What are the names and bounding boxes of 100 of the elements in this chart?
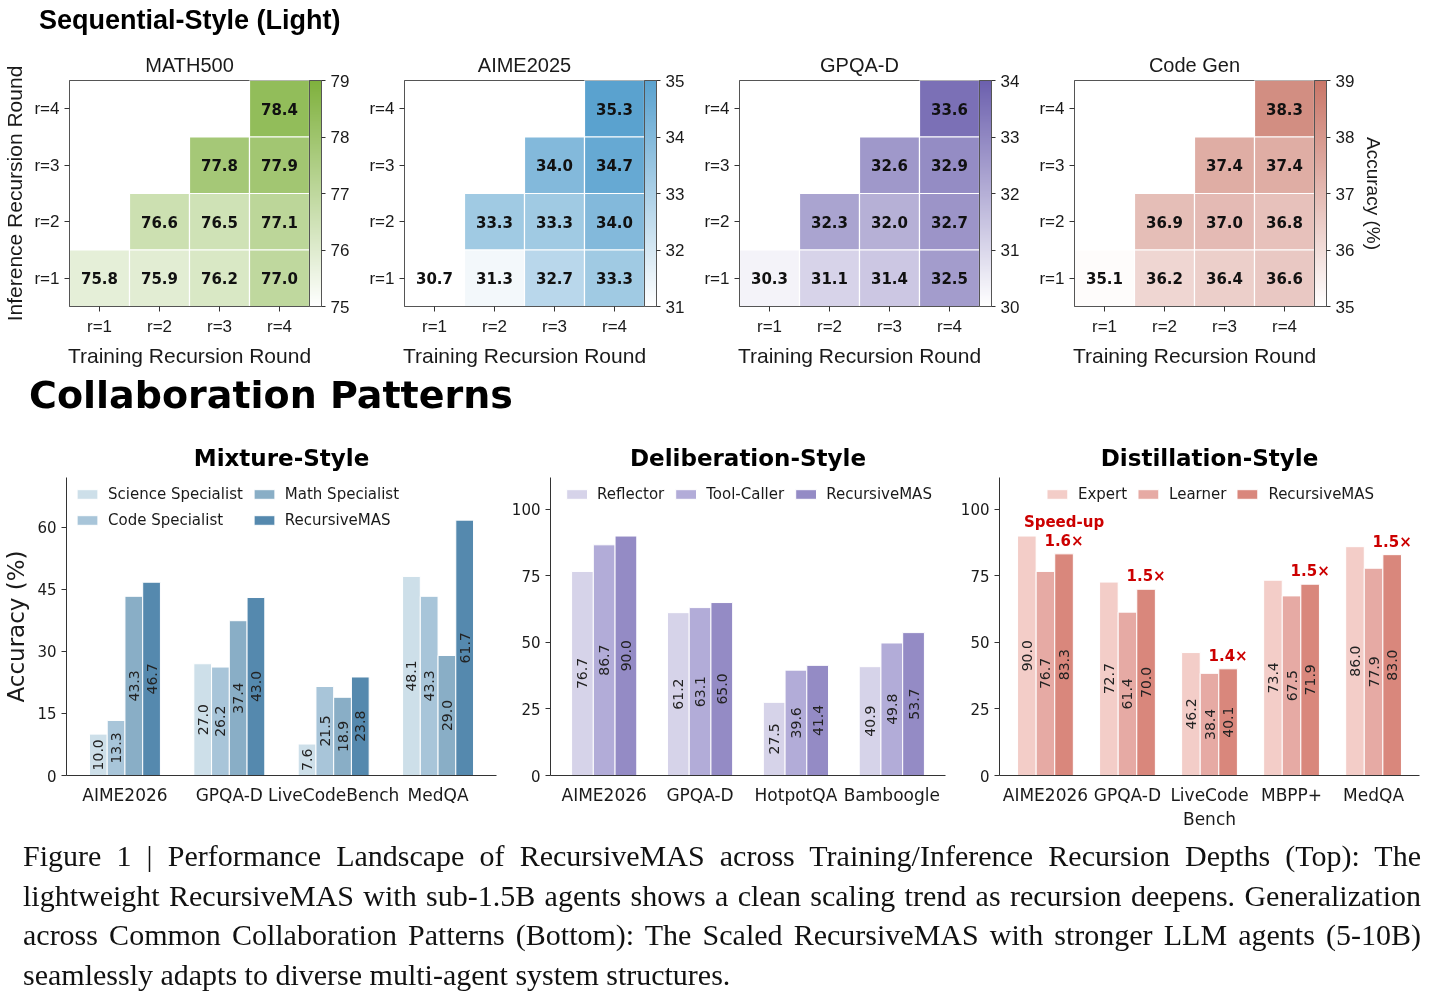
color-bar-label: 33	[665, 184, 685, 204]
data-label: 61.4	[1119, 678, 1136, 710]
chart-title: Deliberation-Style	[629, 444, 867, 471]
x-tick-label: r=3	[541, 316, 568, 336]
x-tick-label: MedQA	[407, 784, 469, 805]
x-tick-label: r=2	[481, 316, 508, 336]
legend-label: Science Specialist	[108, 485, 243, 503]
data-label: 48.1	[403, 660, 420, 692]
data-label: 37.4	[1266, 157, 1304, 176]
data-label: 37.4	[230, 682, 247, 714]
data-label: 36.2	[1146, 270, 1184, 289]
y-tick-label: r=2	[369, 212, 395, 232]
legend-label: RecursiveMAS	[284, 511, 391, 529]
data-label: 39.6	[787, 707, 804, 739]
color-bar-title: Accuracy (%)	[1362, 137, 1384, 250]
data-label: 49.8	[883, 693, 900, 725]
y-tick-label: r=1	[1039, 268, 1065, 288]
data-label: 29.0	[438, 699, 455, 732]
data-label: 41.4	[809, 704, 826, 737]
data-label: 77.8	[201, 157, 239, 176]
x-tick-label: r=4	[601, 316, 628, 336]
text: Collaboration Patterns	[28, 373, 513, 418]
data-label: 35.3	[596, 100, 634, 119]
y-tick-label: r=3	[369, 155, 395, 175]
data-label: 76.7	[1037, 657, 1054, 690]
x-tick-label: r=1	[1091, 316, 1118, 336]
data-label: 37.0	[1206, 213, 1244, 232]
chart-title: Distillation-Style	[1100, 444, 1319, 471]
data-label: 76.7	[574, 657, 591, 690]
data-label: 31.4	[871, 270, 909, 289]
x-tick-label: r=2	[816, 316, 843, 336]
y-tick-label: r=2	[704, 212, 730, 232]
y-tick-label: r=4	[704, 99, 730, 119]
legend-label: Code Specialist	[108, 511, 224, 529]
y-tick-label: r=4	[1039, 99, 1065, 119]
x-tick-label: GPQA-D	[666, 784, 734, 805]
data-label: 27.0	[194, 704, 211, 736]
x-tick-label: MBPP+	[1260, 784, 1323, 805]
y-tick-label: 0	[46, 767, 57, 786]
data-label: 10.0	[90, 739, 107, 771]
color-bar-label: 79	[330, 71, 350, 91]
x-tick-label: r=4	[936, 316, 963, 336]
annotation: Speed-up	[1023, 512, 1105, 531]
data-label: 90.0	[617, 640, 634, 672]
y-tick-label: 15	[37, 705, 57, 724]
x-tick-label: AIME2026	[1002, 784, 1089, 805]
y-tick-label: 75	[521, 567, 541, 586]
data-label: 18.9	[334, 720, 351, 752]
data-label: 65.0	[713, 673, 730, 705]
y-tick-label: r=1	[704, 268, 730, 288]
annotation: 1.5×	[1126, 567, 1166, 586]
color-bar-label: 30	[1000, 297, 1020, 317]
data-label: 76.6	[141, 213, 179, 232]
caption: Figure 1 | Performance Landscape of RecursiveMAS across Training/Inference Recursion Depths (Top): The lightweight RecursiveMAS with sub-1.5B agents shows a clean scaling trend as recursion deepens. Generalization across Common Collaboration Patterns (Bottom): The Scaled RecursiveMAS with stronger LLM agents (5-10B) seamlessly adapts to diverse multi-agent system structures.	[22, 838, 1421, 993]
data-label: 40.9	[862, 705, 879, 737]
data-label: 33.3	[476, 213, 514, 232]
color-bar-label: 76	[330, 241, 350, 260]
data-label: 75.8	[81, 270, 119, 289]
x-tick-label: HotpotQA	[754, 784, 838, 805]
data-label: 73.4	[1264, 662, 1281, 694]
x-tick-label: r=1	[86, 316, 113, 336]
color-bar-label: 31	[1000, 241, 1020, 260]
x-tick-label: MedQA	[1343, 784, 1405, 805]
data-label: 43.0	[247, 670, 264, 703]
y-tick-label: r=2	[34, 212, 60, 232]
color-bar-label: 39	[1335, 71, 1355, 91]
annotation: 1.6×	[1044, 531, 1084, 550]
data-label: 77.0	[261, 270, 299, 289]
data-label: 27.5	[766, 723, 783, 755]
annotation: 1.5×	[1290, 562, 1330, 581]
data-label: 35.1	[1086, 270, 1124, 289]
x-tick-label: LiveCodeBench	[268, 784, 400, 805]
legend-label: Expert	[1077, 485, 1128, 503]
data-label: 32.9	[931, 157, 969, 176]
data-label: 76.2	[201, 270, 239, 289]
data-label: 23.8	[352, 710, 369, 742]
color-bar-label: 34	[665, 128, 685, 147]
legend-label: Learner	[1169, 485, 1227, 503]
data-label: 46.7	[143, 663, 160, 695]
data-label: 7.6	[299, 748, 316, 771]
data-label: 83.3	[1056, 649, 1073, 681]
y-tick-label: r=4	[369, 99, 395, 119]
data-label: 83.0	[1384, 649, 1401, 681]
y-tick-label: r=2	[1039, 212, 1065, 232]
data-label: 61.2	[670, 678, 687, 710]
annotation: 1.4×	[1208, 646, 1248, 665]
data-label: 71.9	[1302, 664, 1319, 696]
x-tick-label: r=1	[421, 316, 448, 336]
y-tick-label: 0	[979, 767, 990, 786]
color-bar-label: 37	[1335, 184, 1355, 204]
x-tick-label: GPQA-D	[1093, 784, 1162, 805]
data-label: 76.5	[201, 213, 239, 232]
x-tick-label: Bamboogle	[843, 784, 940, 805]
data-label: 36.9	[1146, 213, 1184, 232]
data-label: 13.3	[108, 732, 125, 764]
data-label: 34.7	[596, 157, 634, 176]
x-axis-title: Training Recursion Round	[67, 343, 312, 367]
legend-label: RecursiveMAS	[826, 485, 932, 503]
y-tick-label: 25	[521, 700, 541, 719]
text: Sequential-Style (Light)	[38, 5, 341, 37]
